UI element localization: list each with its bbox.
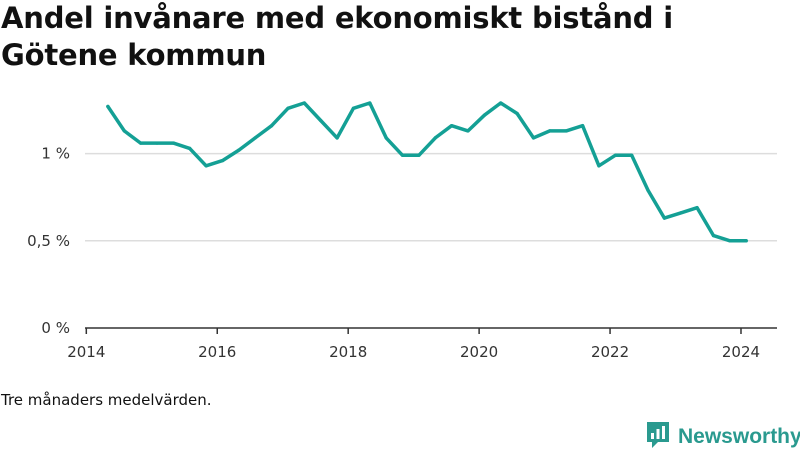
data-point bbox=[122, 129, 126, 133]
x-tick-label: 2024 bbox=[722, 343, 760, 361]
x-tick-label: 2022 bbox=[591, 343, 629, 361]
data-point bbox=[564, 129, 568, 133]
data-point bbox=[531, 136, 536, 140]
data-point bbox=[417, 153, 421, 157]
y-tick-label: 0 % bbox=[41, 319, 70, 337]
series-layer bbox=[106, 101, 748, 243]
x-axis-tick-labels: 2014 2016 2018 2020 2022 2024 bbox=[67, 343, 760, 361]
data-point bbox=[188, 146, 192, 150]
data-point bbox=[450, 124, 454, 128]
x-axis bbox=[85, 327, 777, 334]
data-point bbox=[220, 159, 225, 163]
data-point bbox=[335, 136, 339, 140]
x-tick-label: 2020 bbox=[460, 343, 498, 361]
data-point bbox=[253, 136, 257, 140]
data-point bbox=[433, 136, 437, 140]
data-point bbox=[646, 188, 650, 192]
data-point bbox=[728, 239, 732, 243]
x-tick-label: 2014 bbox=[67, 343, 105, 361]
newsworthy-logo-icon bbox=[645, 420, 671, 454]
newsworthy-brand: Newsworthy bbox=[645, 420, 800, 454]
data-point bbox=[139, 141, 143, 145]
y-tick-label: 0,5 % bbox=[27, 232, 70, 250]
data-point bbox=[630, 153, 634, 157]
chart-title: Andel invånare med ekonomiskt bistånd i … bbox=[1, 1, 674, 72]
y-tick-label: 1 % bbox=[41, 145, 70, 163]
y-axis-tick-labels: 0 % 0,5 % 1 % bbox=[27, 145, 70, 337]
data-point bbox=[302, 101, 306, 105]
data-point bbox=[499, 101, 503, 105]
series-line bbox=[106, 101, 748, 243]
data-point bbox=[286, 106, 290, 110]
data-point bbox=[711, 234, 716, 238]
chart-caption: Tre månaders medelvärden. bbox=[1, 391, 212, 409]
grid-lines bbox=[85, 152, 777, 242]
data-point bbox=[695, 206, 699, 210]
data-point bbox=[613, 153, 617, 157]
data-point bbox=[515, 111, 519, 116]
data-point bbox=[466, 129, 470, 133]
data-point bbox=[204, 164, 208, 168]
data-point bbox=[597, 164, 601, 168]
data-point bbox=[319, 118, 323, 123]
x-tick-label: 2016 bbox=[198, 343, 236, 361]
data-point bbox=[581, 124, 585, 128]
data-point bbox=[384, 136, 388, 140]
data-point bbox=[548, 129, 552, 133]
data-point bbox=[368, 101, 372, 105]
data-point bbox=[171, 141, 175, 145]
data-point bbox=[237, 148, 241, 152]
x-tick-label: 2018 bbox=[329, 343, 367, 361]
data-point bbox=[400, 153, 405, 157]
brand-name: Newsworthy bbox=[678, 425, 800, 448]
data-point bbox=[744, 239, 748, 243]
data-point bbox=[662, 216, 667, 220]
data-point bbox=[482, 113, 486, 117]
data-point bbox=[106, 104, 110, 109]
data-point bbox=[679, 211, 683, 215]
data-point bbox=[270, 124, 274, 128]
data-point bbox=[155, 141, 159, 145]
data-point bbox=[351, 106, 355, 110]
